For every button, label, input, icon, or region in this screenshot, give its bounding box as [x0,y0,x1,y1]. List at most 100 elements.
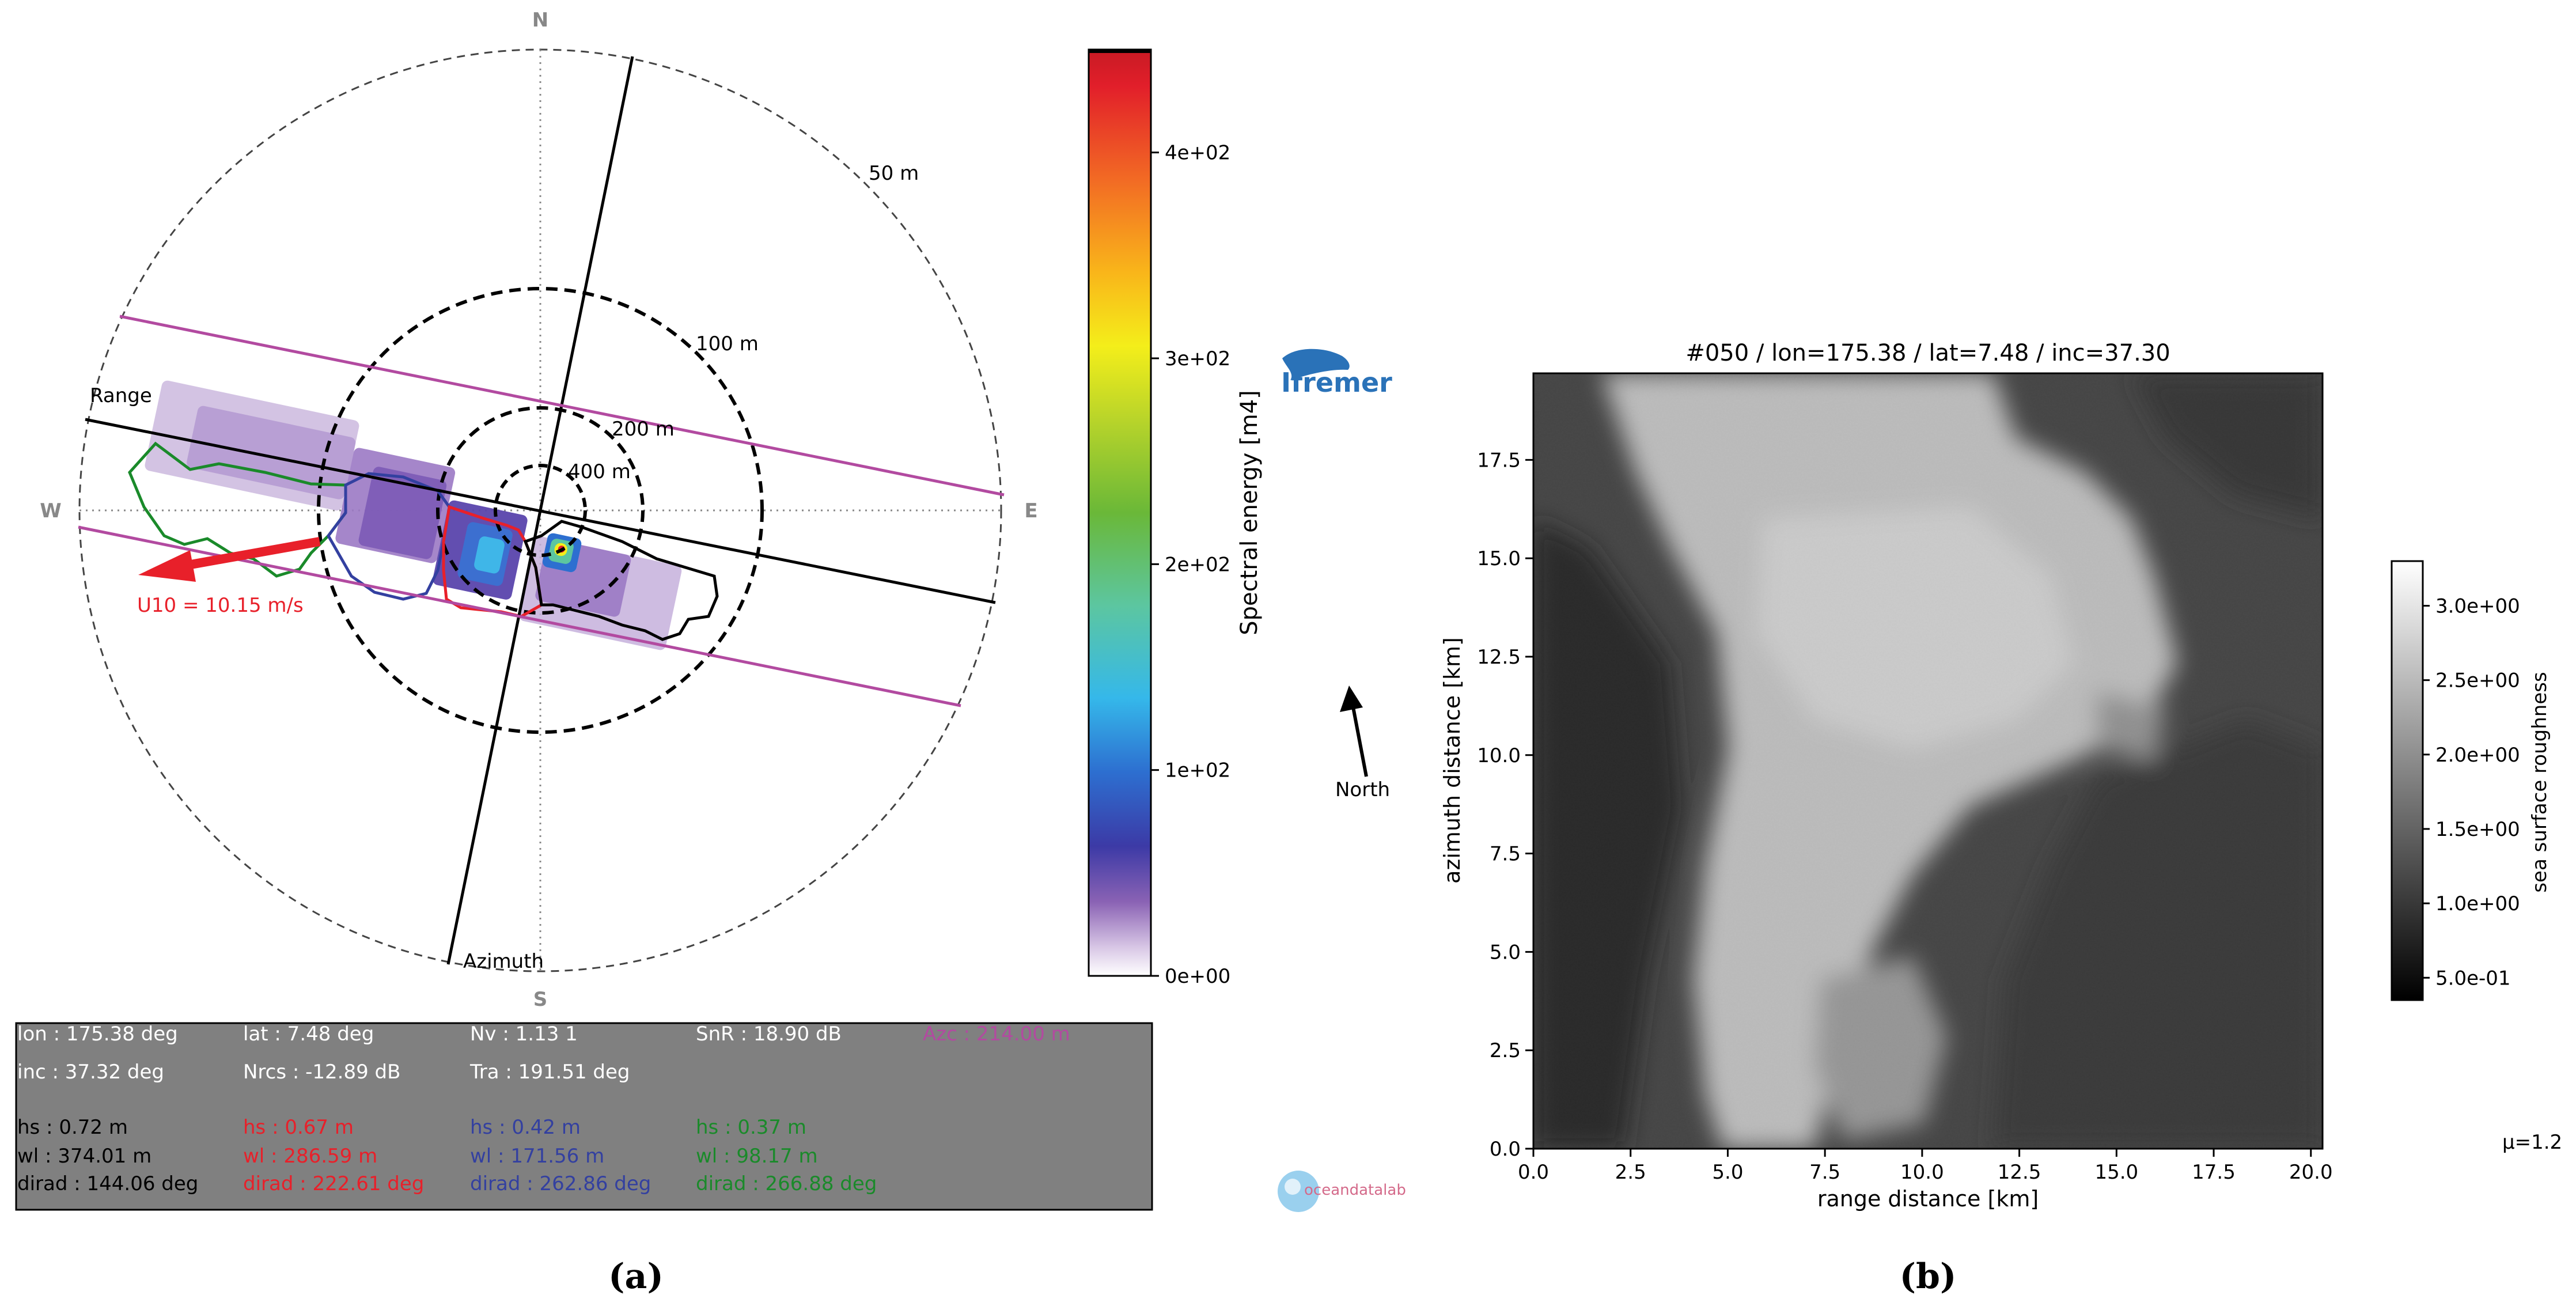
spectral-colorbar-gradient [1088,48,1152,977]
spectral-colorbar-label: Spectral energy [m4] [1236,390,1263,635]
sar-x-tick-label: 10.0 [1900,1161,1944,1184]
sar-x-tick-label: 5.0 [1712,1161,1743,1184]
info-dirad-blue: dirad : 262.86 deg [470,1172,651,1195]
sar-x-tick-label: 20.0 [2289,1161,2333,1184]
label-200m: 200 m [612,418,675,441]
circle-200m [436,406,645,615]
spectrum-cell [187,406,356,499]
spectral-colorbar-tick-label: 4e+02 [1165,142,1230,165]
roughness-colorbar-gradient [2391,560,2424,1001]
info-hs-blue: hs : 0.42 m [470,1116,581,1139]
panel-b-label: (b) [1900,1256,1957,1297]
azc-line-top [119,315,1005,497]
info-hs-green: hs : 0.37 m [696,1116,806,1139]
partition-green-contour [128,441,347,578]
mu-label: μ=1.2 [2502,1131,2562,1154]
info-lat: lat : 7.48 deg [243,1023,374,1046]
partition-blue-contour [327,472,451,601]
spectral-colorbar-tick-label: 0e+00 [1165,965,1230,988]
info-azc: Azc : 214.00 m [923,1023,1070,1046]
info-hs-black: hs : 0.72 m [17,1116,128,1139]
sar-panel: #050 / lon=175.38 / lat=7.48 / inc=37.30… [1439,340,2562,1211]
sar-x-tick-label: 7.5 [1809,1161,1840,1184]
spectral-colorbar-tick-label: 2e+02 [1165,553,1230,576]
info-inc: inc : 37.32 deg [17,1061,164,1084]
azimuth-line [446,56,634,965]
north-arrow-label: North [1335,778,1390,801]
panel-a-label: (a) [608,1256,664,1297]
spectral-colorbar-tick-label: 3e+02 [1165,347,1230,370]
info-snr: SnR : 18.90 dB [696,1023,842,1046]
compass-s: S [533,988,548,1011]
sar-y-tick-label: 5.0 [1490,941,1521,964]
partition-black-contour [523,520,719,641]
roughness-colorbar-tick-label: 3.0e+00 [2435,595,2520,618]
sar-x-tick-label: 2.5 [1615,1161,1646,1184]
sar-y-tick-label: 15.0 [1477,547,1521,570]
sar-y-tick-label: 0.0 [1490,1138,1521,1161]
label-50m: 50 m [869,162,919,185]
wind-arrow [138,537,321,582]
sar-x-tick-label: 17.5 [2192,1161,2236,1184]
info-panel: lon : 175.38 deg lat : 7.48 deg Nv : 1.1… [15,1022,1153,1211]
north-arrow-head [1340,686,1363,712]
oceandatalab-logo: oceandatalab [1278,1171,1406,1212]
info-hs-red: hs : 0.67 m [243,1116,354,1139]
sar-frame [1532,372,2324,1150]
roughness-colorbar-tick-label: 1.0e+00 [2435,892,2520,915]
compass-w: W [40,499,62,523]
info-nv: Nv : 1.13 1 [470,1023,578,1046]
azimuth-label: Azimuth [463,950,544,973]
ifremer-fish-icon [1282,349,1350,380]
info-lon: lon : 175.38 deg [17,1023,178,1046]
sar-y-tick-label: 17.5 [1477,449,1521,472]
roughness-colorbar-tick-label: 5.0e-01 [2435,967,2511,990]
spectrum-cell [358,467,447,559]
spectrum-cell [474,536,505,574]
compass-e: E [1024,499,1037,523]
sar-image [1533,373,2323,1149]
spectrum-cells [145,380,682,650]
info-wl-black: wl : 374.01 m [17,1145,151,1168]
sar-x-tick-label: 0.0 [1518,1161,1549,1184]
sar-y-tick-label: 7.5 [1490,843,1521,866]
info-panel-bg [15,1022,1153,1211]
wind-label: U10 = 10.15 m/s [137,594,304,617]
roughness-colorbar-tick-label: 2.0e+00 [2435,744,2520,767]
roughness-colorbar-tick-label: 1.5e+00 [2435,818,2520,841]
sar-title: #050 / lon=175.38 / lat=7.48 / inc=37.30 [1685,340,2170,366]
compass-n: N [532,9,548,32]
ifremer-logo: Ifremer [1281,349,1392,398]
range-label: Range [90,384,152,407]
sar-xlabel: range distance [km] [1817,1186,2039,1211]
oceandatalab-logo-text: oceandatalab [1304,1182,1406,1199]
info-wl-blue: wl : 171.56 m [470,1145,604,1168]
north-arrow: North [1335,686,1390,801]
info-dirad-green: dirad : 266.88 deg [696,1172,877,1195]
polar-spectrum: N S E W 50 m 100 m 200 m 400 m Range Azi… [40,9,1037,1011]
info-dirad-black: dirad : 144.06 deg [17,1172,198,1195]
info-nrcs: Nrcs : -12.89 dB [243,1061,400,1084]
sar-x-tick-label: 12.5 [1998,1161,2041,1184]
sar-y-tick-label: 10.0 [1477,744,1521,767]
north-arrow-shaft [1351,703,1368,777]
label-400m: 400 m [568,460,631,483]
circle-100m [317,287,764,734]
roughness-colorbar-tick-label: 2.5e+00 [2435,669,2520,692]
spectral-colorbar-tick-label: 1e+02 [1165,759,1230,782]
info-dirad-red: dirad : 222.61 deg [243,1172,424,1195]
sar-y-tick-label: 2.5 [1490,1039,1521,1062]
circle-400m [494,464,587,557]
sar-ylabel: azimuth distance [km] [1439,637,1465,884]
roughness-colorbar-label: sea surface roughness [2528,672,2551,892]
spectral-colorbar: 0e+00 1e+02 2e+02 3e+02 4e+02 Spectral energ… [1088,48,1263,988]
sar-y-tick-label: 12.5 [1477,646,1521,669]
ifremer-logo-text: Ifremer [1281,367,1392,398]
info-tra: Tra : 191.51 deg [469,1061,630,1084]
partition-red-contour [442,505,543,618]
label-100m: 100 m [696,332,759,355]
sar-x-tick-label: 15.0 [2094,1161,2138,1184]
info-wl-red: wl : 286.59 m [243,1145,377,1168]
info-wl-green: wl : 98.17 m [696,1145,818,1168]
